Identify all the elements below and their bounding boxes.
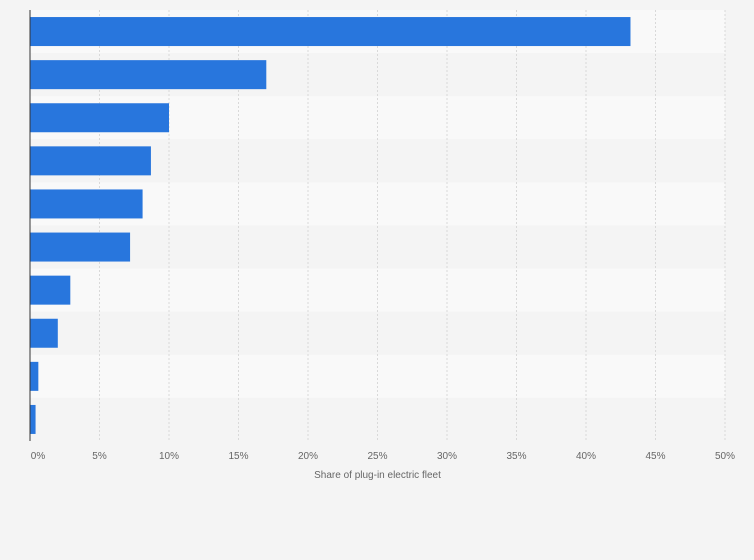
bar[interactable] bbox=[30, 103, 169, 133]
x-axis-ticks: 0% 5% 10% 15% 20% 25% 30% 35% 40% 45% 50% bbox=[31, 451, 735, 462]
bar[interactable] bbox=[30, 60, 267, 90]
bar[interactable] bbox=[30, 318, 58, 348]
bar[interactable] bbox=[30, 17, 631, 47]
x-tick-label: 40% bbox=[576, 451, 596, 462]
x-tick-label: 5% bbox=[92, 451, 107, 462]
x-tick-label: 30% bbox=[437, 451, 457, 462]
x-tick-label: 10% bbox=[159, 451, 179, 462]
bar[interactable] bbox=[30, 146, 151, 176]
bar[interactable] bbox=[30, 232, 131, 262]
x-tick-label: 0% bbox=[31, 451, 46, 462]
bar[interactable] bbox=[30, 189, 143, 219]
x-axis-title: Share of plug-in electric fleet bbox=[314, 470, 441, 481]
x-tick-label: 15% bbox=[228, 451, 248, 462]
x-tick-label: 45% bbox=[645, 451, 665, 462]
x-tick-label: 50% bbox=[715, 451, 735, 462]
x-tick-label: 20% bbox=[298, 451, 318, 462]
x-tick-label: 35% bbox=[506, 451, 526, 462]
bars bbox=[30, 17, 631, 434]
x-tick-label: 25% bbox=[367, 451, 387, 462]
bar[interactable] bbox=[30, 361, 39, 391]
bar[interactable] bbox=[30, 275, 71, 305]
bar[interactable] bbox=[30, 404, 36, 434]
